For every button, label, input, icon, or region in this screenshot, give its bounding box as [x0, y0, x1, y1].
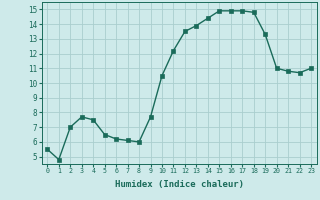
- X-axis label: Humidex (Indice chaleur): Humidex (Indice chaleur): [115, 180, 244, 189]
